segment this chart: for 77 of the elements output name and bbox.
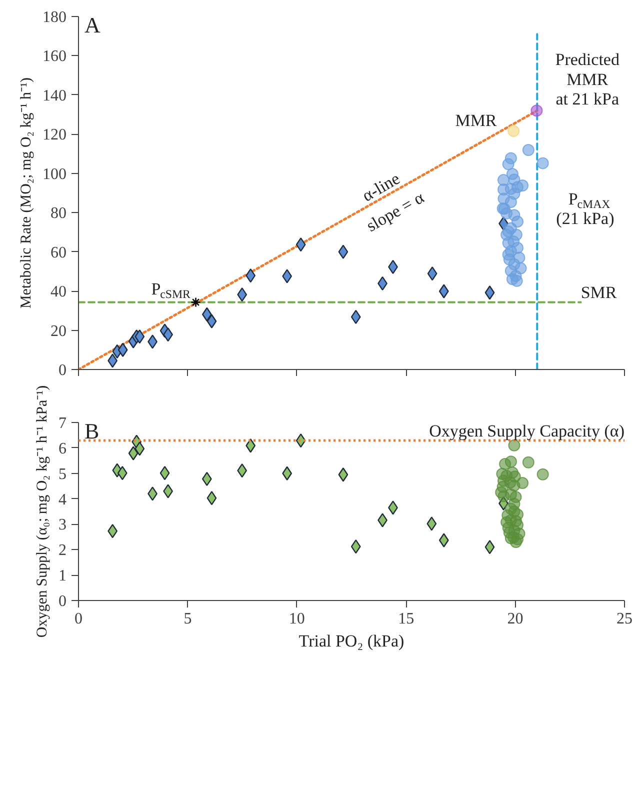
point — [426, 516, 437, 531]
annotation: MMR — [455, 110, 498, 130]
point — [438, 284, 449, 298]
y-tick-label: 60 — [50, 244, 66, 262]
point — [510, 536, 522, 548]
y-tick-label: 40 — [50, 284, 66, 301]
point — [338, 244, 348, 259]
point — [202, 472, 212, 486]
annotation: Predicted MMR at 21 kPa — [555, 50, 620, 108]
ref-line-label: Oxygen Supply Capacity (α) — [429, 422, 625, 441]
y-tick-label: 2 — [58, 542, 66, 560]
y-tick-label: 180 — [42, 9, 66, 26]
x-tick-label: 15 — [398, 610, 414, 628]
point — [438, 533, 449, 548]
point — [108, 354, 118, 368]
point — [117, 466, 128, 480]
point — [134, 329, 145, 344]
point — [502, 248, 514, 261]
y-tick-label: 4 — [58, 491, 66, 508]
point — [206, 490, 217, 506]
series-label: SMR — [580, 283, 618, 302]
y-tick-label: 6 — [58, 440, 66, 458]
point — [246, 268, 256, 283]
y-tick-label: 20 — [50, 322, 66, 340]
y-tick-label: 100 — [42, 166, 66, 183]
y-tick-label: 5 — [58, 466, 66, 483]
point — [522, 144, 534, 156]
point — [484, 286, 495, 300]
point — [530, 104, 543, 117]
point — [350, 310, 361, 324]
point — [134, 442, 145, 456]
point — [522, 456, 534, 468]
point — [246, 438, 256, 453]
y-tick-label: 7 — [58, 415, 66, 432]
point — [118, 342, 128, 357]
x-tick-label: 5 — [184, 610, 192, 628]
point — [427, 266, 438, 281]
point — [160, 466, 170, 480]
point — [508, 125, 520, 138]
point — [536, 468, 549, 480]
point — [202, 307, 212, 322]
x-tick-label: 0 — [74, 610, 82, 628]
y-tick-label: 0 — [58, 362, 66, 379]
x-tick-label: 10 — [288, 610, 305, 628]
y-tick-label: 120 — [42, 126, 66, 144]
point — [484, 540, 495, 554]
point — [190, 297, 201, 308]
x-axis-title: Trial PO₂ (kPa) — [298, 632, 404, 650]
point — [508, 235, 520, 248]
point — [206, 314, 217, 328]
point — [350, 539, 361, 554]
point — [502, 225, 514, 238]
point — [502, 158, 514, 170]
annotation: α-line — [358, 168, 404, 206]
point — [499, 458, 512, 470]
x-tick-label: 25 — [616, 610, 632, 628]
y-tick-label: 0 — [58, 593, 66, 610]
chart-title: B — [84, 418, 100, 444]
point — [237, 287, 248, 302]
y-tick-label: 80 — [50, 205, 66, 222]
point — [282, 269, 292, 284]
point — [128, 446, 138, 460]
y-axis-title: Oxygen Supply (α₀; mg O₂ kg⁻¹ h⁻¹ kPa⁻¹) — [34, 385, 50, 638]
point — [536, 157, 549, 170]
y-tick-label: 3 — [58, 516, 66, 534]
point — [237, 463, 248, 478]
x-tick-label: 20 — [507, 610, 524, 628]
chart-title: A — [84, 12, 100, 38]
y-axis-title: Metabolic Rate (MO₂; mg O₂ kg⁻¹ h⁻¹) — [18, 77, 34, 309]
y-tick-label: 1 — [58, 568, 66, 585]
point — [338, 468, 348, 482]
y-tick-label: 140 — [42, 87, 66, 104]
point — [282, 466, 292, 480]
point — [510, 274, 523, 287]
point — [296, 237, 306, 252]
y-tick-label: 160 — [42, 48, 66, 66]
point — [108, 524, 118, 538]
